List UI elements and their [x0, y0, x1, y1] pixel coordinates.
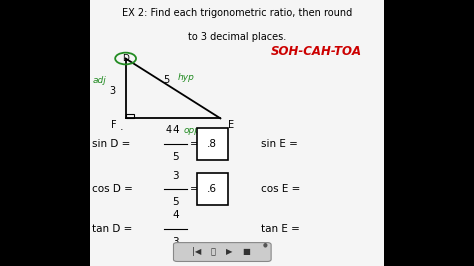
Text: .: . [120, 122, 124, 132]
Text: to 3 decimal places.: to 3 decimal places. [188, 32, 286, 42]
Text: SOH-CAH-TOA: SOH-CAH-TOA [271, 45, 362, 58]
Text: 4: 4 [165, 125, 171, 135]
Text: sin E =: sin E = [261, 139, 297, 149]
Text: .8: .8 [207, 139, 217, 149]
Text: 4: 4 [172, 125, 179, 135]
Text: E: E [228, 120, 234, 130]
Bar [126, 114, 134, 118]
Text: cos D =: cos D = [92, 184, 137, 194]
Text: =: = [190, 184, 198, 194]
Text: 3: 3 [172, 171, 179, 181]
Text: 3: 3 [109, 86, 115, 96]
Text: ⏸: ⏸ [210, 247, 215, 256]
Text: opp: opp [183, 126, 201, 135]
FancyBboxPatch shape [173, 243, 271, 261]
Text: tan E =: tan E = [261, 224, 300, 234]
Text: .6: .6 [207, 184, 217, 194]
Text: ▶: ▶ [226, 247, 233, 256]
Bar [90, 0, 384, 266]
Text: 5: 5 [172, 197, 179, 207]
Text: EX 2: Find each trigonometric ratio, then round: EX 2: Find each trigonometric ratio, the… [122, 8, 352, 18]
Text: 5: 5 [163, 76, 169, 85]
Text: D: D [122, 54, 129, 63]
Text: F: F [111, 120, 117, 130]
Text: hyp: hyp [178, 73, 195, 82]
Text: =: = [190, 139, 198, 149]
Bar [197, 173, 228, 205]
Text: sin D =: sin D = [92, 139, 134, 149]
Text: ●: ● [263, 242, 267, 247]
Text: adj: adj [92, 76, 107, 85]
Bar [197, 128, 228, 160]
Text: cos E =: cos E = [261, 184, 300, 194]
Text: tan D =: tan D = [92, 224, 136, 234]
Text: 5: 5 [172, 152, 179, 162]
Text: ■: ■ [242, 247, 250, 256]
Text: 4: 4 [172, 210, 179, 221]
Text: 3: 3 [172, 237, 179, 247]
Text: |◀: |◀ [191, 247, 201, 256]
